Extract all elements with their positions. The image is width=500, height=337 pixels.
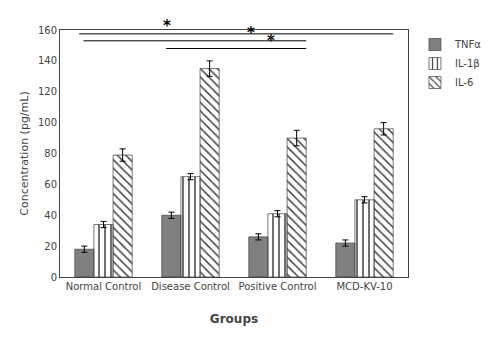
svg-text:IL-6: IL-6 [455, 77, 473, 88]
svg-text:20: 20 [44, 241, 57, 252]
svg-text:Groups: Groups [210, 312, 258, 326]
svg-text:Concentration (pg/mL): Concentration (pg/mL) [18, 91, 31, 215]
svg-text:80: 80 [44, 148, 57, 159]
svg-text:60: 60 [44, 179, 57, 190]
svg-text:0: 0 [51, 272, 57, 283]
svg-text:Positive Control: Positive Control [239, 281, 317, 292]
svg-text:Normal Control: Normal Control [66, 281, 142, 292]
svg-text:*: * [267, 32, 275, 50]
svg-text:140: 140 [38, 55, 57, 66]
svg-text:*: * [163, 17, 171, 35]
svg-text:120: 120 [38, 86, 57, 97]
svg-text:Disease Control: Disease Control [151, 281, 230, 292]
svg-text:40: 40 [44, 210, 57, 221]
svg-text:IL-1β: IL-1β [455, 58, 480, 69]
svg-text:160: 160 [38, 25, 57, 36]
svg-text:TNFα: TNFα [454, 39, 481, 50]
svg-text:MCD-KV-10: MCD-KV-10 [336, 281, 392, 292]
svg-text:100: 100 [38, 117, 57, 128]
svg-text:*: * [247, 24, 255, 42]
